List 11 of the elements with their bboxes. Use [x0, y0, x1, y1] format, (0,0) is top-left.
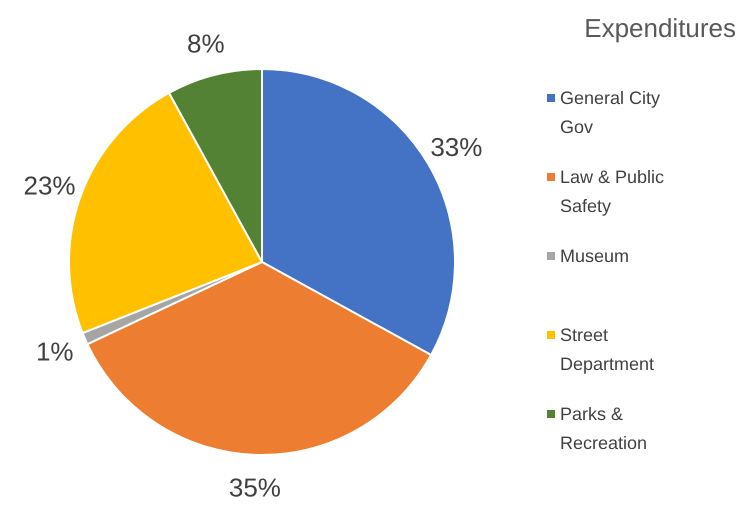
data-label: 8% [187, 28, 225, 58]
data-label: 1% [36, 336, 74, 367]
legend-label: Parks & Recreation [560, 404, 648, 453]
data-label: 35% [228, 472, 281, 503]
data-label: 23% [24, 170, 76, 201]
legend-label: General City Gov [560, 88, 660, 137]
legend-label: Street Department [560, 325, 654, 374]
legend-label: Museum [560, 246, 630, 266]
chart-title: Expenditures [584, 13, 736, 43]
data-label: 33% [430, 132, 482, 162]
legend-label: Law & Public Safety [560, 167, 664, 216]
